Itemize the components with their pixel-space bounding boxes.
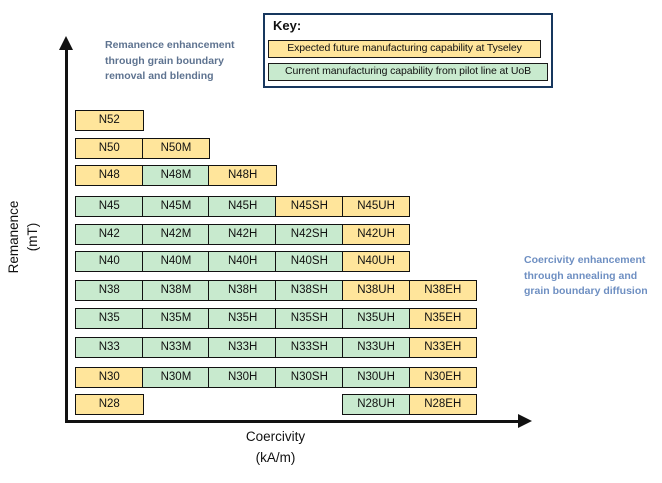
x-axis-arrow-icon <box>518 414 532 428</box>
y-axis-label: Remanence (mT) <box>4 167 44 307</box>
grade-cell-N50: N50 <box>75 138 144 159</box>
grade-cell-N38M: N38M <box>141 280 211 301</box>
grade-cell-N38EH: N38EH <box>408 280 477 301</box>
grade-cell-N45M: N45M <box>141 196 211 217</box>
grade-cell-N33UH: N33UH <box>341 337 411 358</box>
grade-row-N48: N48 N48M N48H <box>75 165 485 186</box>
grade-cell-N30SH: N30SH <box>275 367 344 388</box>
grade-row-N50: N50 N50M <box>75 138 485 159</box>
grade-cell-N42: N42 <box>75 224 144 245</box>
grade-cell-N40H: N40H <box>208 251 277 272</box>
legend-item-future-capability: Expected future manufacturing capability… <box>268 40 541 58</box>
grade-cell-N50M: N50M <box>141 138 211 159</box>
grade-cell-N35M: N35M <box>141 308 211 329</box>
grade-cell-N40UH: N40UH <box>341 251 411 272</box>
y-axis-line <box>65 48 68 423</box>
grade-cell-N40: N40 <box>75 251 144 272</box>
grade-cell-N45: N45 <box>75 196 144 217</box>
legend-key-box: Key: Expected future manufacturing capab… <box>263 13 553 88</box>
remanence-enhancement-annotation: Remanence enhancement through grain boun… <box>105 39 235 82</box>
x-axis-label: Coercivity (kA/m) <box>198 426 353 468</box>
grade-row-N35: N35 N35M N35H N35SH N35UH N35EH <box>75 308 485 329</box>
grade-row-N45: N45 N45M N45H N45SH N45UH <box>75 196 485 217</box>
grade-cell-N45SH: N45SH <box>275 196 344 217</box>
grade-cell-N33: N33 <box>75 337 144 358</box>
grade-cell-N38UH: N38UH <box>341 280 411 301</box>
grade-cell-N40SH: N40SH <box>275 251 344 272</box>
grade-row-N42: N42 N42M N42H N42SH N42UH <box>75 224 485 245</box>
x-axis-label-line1: Coercivity <box>245 429 306 444</box>
legend-item-current-capability: Current manufacturing capability from pi… <box>268 63 548 81</box>
grade-cell-N45H: N45H <box>208 196 277 217</box>
grade-row-N28: N28 N28UH N28EH <box>75 394 485 415</box>
grade-cell-N38H: N38H <box>208 280 277 301</box>
grade-cell-N48M: N48M <box>141 165 211 186</box>
x-axis-label-line2: (kA/m) <box>255 450 296 465</box>
grade-cell-N48: N48 <box>75 165 144 186</box>
grade-cell-N45UH: N45UH <box>341 196 411 217</box>
grade-cell-N42UH: N42UH <box>341 224 411 245</box>
grade-cell-N30: N30 <box>75 367 144 388</box>
grade-cell-N42M: N42M <box>141 224 211 245</box>
grade-grid: N52 N50 N50M N48 N48M N48H N45 N45M N45H N45SH N45… <box>75 0 495 420</box>
grade-row-N33: N33 N33M N33H N33SH N33UH N33EH <box>75 337 485 358</box>
grade-cell-N28: N28 <box>75 394 144 415</box>
grade-cell-N35SH: N35SH <box>275 308 344 329</box>
grade-row-N52: N52 <box>75 110 485 131</box>
y-axis-label-line2: (mT) <box>25 222 40 252</box>
grade-row-N40: N40 N40M N40H N40SH N40UH <box>75 251 485 272</box>
grade-cell-N42H: N42H <box>208 224 277 245</box>
grade-cell-N33SH: N33SH <box>275 337 344 358</box>
grade-cell-N35UH: N35UH <box>341 308 411 329</box>
grade-cell-N30EH: N30EH <box>408 367 477 388</box>
grade-cell-N52: N52 <box>75 110 144 131</box>
grade-cell-N33H: N33H <box>208 337 277 358</box>
grade-cell-N38: N38 <box>75 280 144 301</box>
grade-cell-N35EH: N35EH <box>408 308 477 329</box>
grade-cell-N33M: N33M <box>141 337 211 358</box>
grade-cell-N30UH: N30UH <box>341 367 411 388</box>
grade-cell-N30M: N30M <box>141 367 211 388</box>
grade-cell-N33EH: N33EH <box>408 337 477 358</box>
grade-cell-N28EH: N28EH <box>408 394 477 415</box>
coercivity-enhancement-annotation: Coercivity enhancement through annealing… <box>524 254 648 297</box>
grade-row-N38: N38 N38M N38H N38SH N38UH N38EH <box>75 280 485 301</box>
grade-cell-N48H: N48H <box>208 165 277 186</box>
grade-cell-N35: N35 <box>75 308 144 329</box>
grade-cell-N42SH: N42SH <box>275 224 344 245</box>
x-axis-line <box>65 420 520 423</box>
y-axis-label-line1: Remanence <box>6 200 21 274</box>
grade-cell-N40M: N40M <box>141 251 211 272</box>
grade-cell-N35H: N35H <box>208 308 277 329</box>
grade-cell-N30H: N30H <box>208 367 277 388</box>
grade-cell-N38SH: N38SH <box>275 280 344 301</box>
legend-key-title: Key: <box>273 18 302 33</box>
y-axis-arrow-icon <box>59 36 73 50</box>
grade-cell-N28UH: N28UH <box>341 394 411 415</box>
grade-row-N30: N30 N30M N30H N30SH N30UH N30EH <box>75 367 485 388</box>
